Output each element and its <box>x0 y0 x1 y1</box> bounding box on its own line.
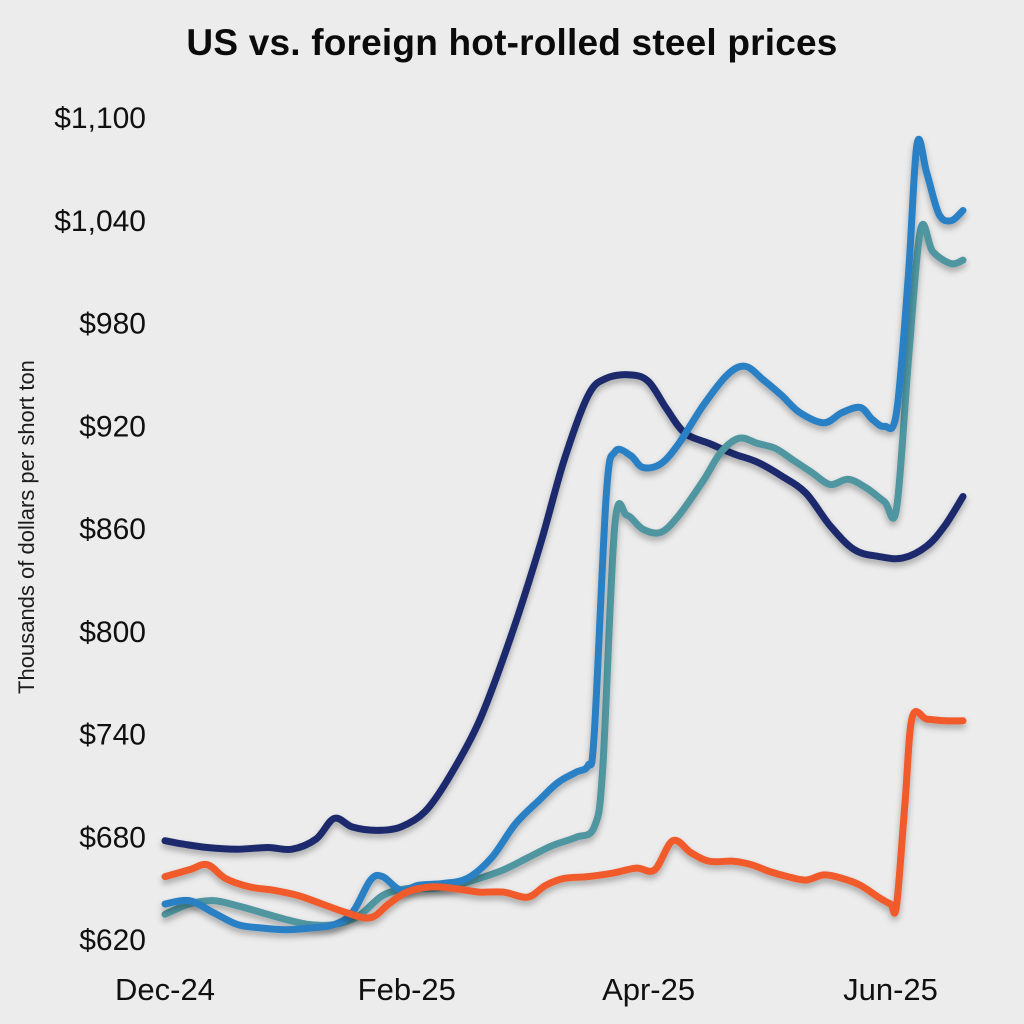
x-tick-label: Dec-24 <box>115 972 215 1007</box>
y-tick-label: $680 <box>79 821 146 854</box>
series-navy-line <box>161 371 967 854</box>
chart-title: US vs. foreign hot-rolled steel prices <box>186 22 838 63</box>
x-tick-label: Apr-25 <box>602 972 695 1007</box>
x-tick-label: Feb-25 <box>358 972 456 1007</box>
axis-ticks: $620 $680 $740 $800 $860 $920 $980 $1,040 $1,100… <box>54 102 938 1007</box>
y-tick-label: $800 <box>79 616 146 649</box>
series-orange-line <box>161 708 967 922</box>
y-tick-label: $620 <box>79 924 146 957</box>
y-tick-label: $920 <box>79 410 146 443</box>
y-tick-label: $860 <box>79 513 146 546</box>
y-tick-label: $740 <box>79 719 146 752</box>
y-tick-label: $980 <box>79 308 146 341</box>
x-tick-label: Jun-25 <box>843 972 938 1007</box>
series-teal-line <box>161 221 967 929</box>
chart-series <box>161 136 967 934</box>
y-tick-label: $1,040 <box>54 205 146 238</box>
series-blue-line <box>161 136 967 934</box>
y-tick-label: $1,100 <box>54 102 146 135</box>
